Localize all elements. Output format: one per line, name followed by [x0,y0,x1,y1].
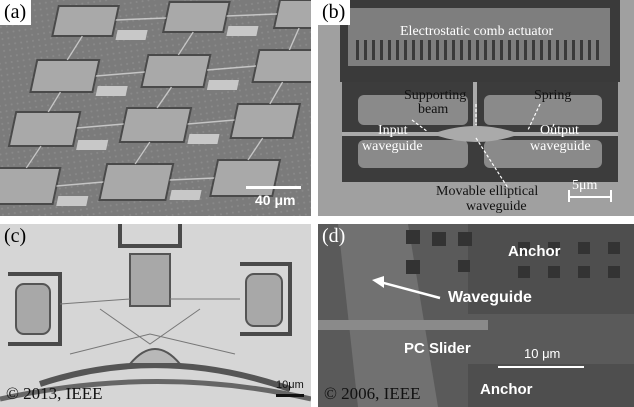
panel-b-input-label-1: Input [378,123,408,138]
panel-a-scale-bar [246,186,301,189]
panel-d-anchor-bottom-label: Anchor [480,381,533,398]
panel-a-scale-label: 40 μm [255,192,296,208]
panel-d-scale-bar [498,366,584,368]
panel-b-supporting-label-1: Supporting [404,88,467,103]
panel-c-image [0,224,311,407]
panel-b-image [318,0,634,216]
panel-d-waveguide-label: Waveguide [448,289,532,306]
panel-c-copyright: © 2013, IEEE [6,384,103,403]
panel-c-scale-label: 10μm [276,379,304,391]
panel-a-sem-array: (a) 40 μm [0,0,311,216]
panel-b-input-label-2: waveguide [362,139,423,154]
panel-d-anchor-top-label: Anchor [508,243,561,260]
panel-b-label: (b) [318,0,351,25]
panel-b-spring-label: Spring [534,88,572,103]
panel-b-supporting-label-2: beam [418,102,449,117]
panel-d-scale-label: 10 μm [524,346,561,361]
panel-b-scale-label: 5μm [572,178,598,193]
panel-b-scale-bar-right-tick [610,190,612,202]
panel-b-scale-bar [568,196,612,198]
panel-c-scale-bar [276,394,304,397]
panel-d-sem-slider: (d) Anchor Waveguide PC Slider 10 μm Anc… [318,224,634,407]
panel-b-actuator-label: Electrostatic comb actuator [400,24,554,39]
panel-b-sem-device: (b) Electrostatic comb actuator Supporti… [318,0,634,216]
panel-b-output-label-1: Output [540,123,579,138]
panel-d-pc-slider-label: PC Slider [404,340,471,357]
panel-b-output-label-2: waveguide [530,139,591,154]
panel-c-sem-switch: (c) © 2013, IEEE 10μm [0,224,311,407]
panel-b-movable-label-1: Movable elliptical [436,184,539,199]
panel-c-label: (c) [4,225,27,247]
panel-d-label: (d) [322,225,346,247]
panel-b-scale-bar-left-tick [568,190,570,202]
panel-d-image [318,224,634,407]
panel-b-movable-label-2: waveguide [466,199,527,214]
panel-a-image [0,0,311,216]
panel-a-label: (a) [0,0,32,25]
panel-d-copyright: © 2006, IEEE [324,384,421,403]
